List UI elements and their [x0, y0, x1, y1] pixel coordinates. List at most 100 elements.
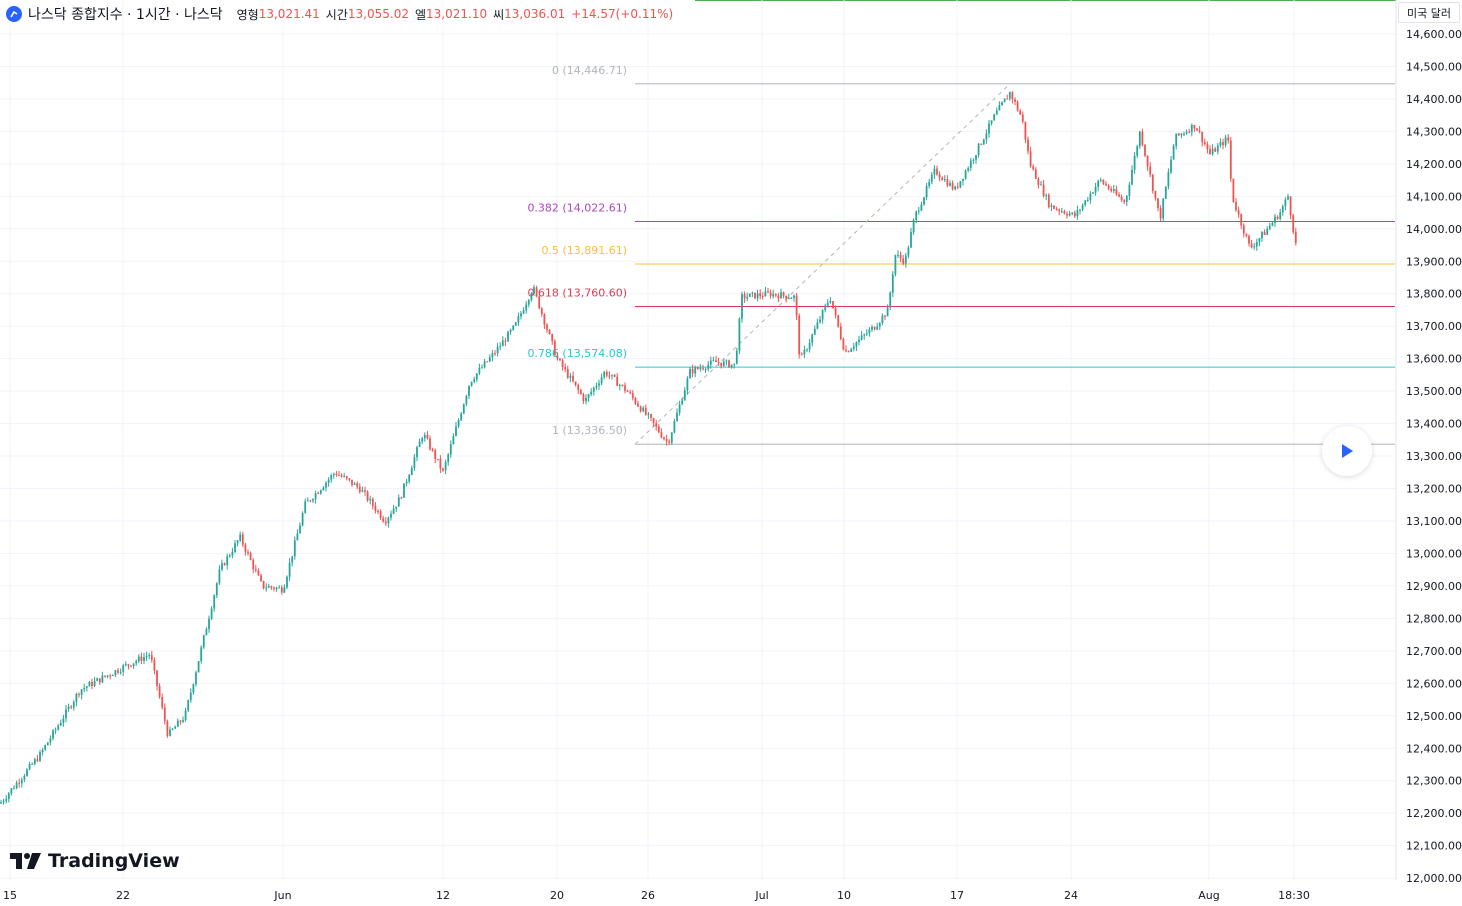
candle-body	[309, 500, 312, 502]
candle-body	[1055, 208, 1058, 210]
candle-body	[364, 490, 366, 492]
candle-body	[712, 360, 715, 362]
candle-body	[720, 362, 723, 366]
candle-body	[1001, 102, 1003, 106]
candle-body	[535, 287, 538, 297]
y-tick-label: 12,200.00	[1406, 807, 1462, 820]
candle-body	[156, 670, 158, 687]
candle-body	[1237, 210, 1240, 215]
candle-body	[902, 258, 905, 264]
candle-body	[444, 462, 447, 471]
candle-body	[312, 499, 314, 501]
fib-level-label: 0.786 (13,574.08)	[527, 347, 627, 360]
candle-body	[330, 475, 333, 480]
candle-body	[293, 540, 296, 557]
candle-body	[780, 292, 782, 299]
candle-body	[613, 374, 616, 377]
candle-body	[1063, 211, 1066, 214]
candle-body	[639, 406, 642, 412]
candle-body	[847, 351, 850, 353]
candle-body	[1216, 145, 1219, 152]
candle-body	[1222, 142, 1224, 146]
candle-body	[130, 665, 132, 667]
candle-body	[977, 143, 980, 156]
candle-body	[644, 407, 647, 415]
candle-body	[1227, 137, 1230, 141]
y-tick-label: 13,100.00	[1406, 515, 1462, 528]
tradingview-logo[interactable]: TradingView	[10, 850, 180, 872]
candle-body	[803, 349, 806, 355]
candle-body	[756, 293, 759, 299]
candle-body	[213, 595, 216, 609]
candle-body	[390, 513, 392, 518]
open-label: 영형	[236, 7, 259, 22]
candle-body	[418, 441, 421, 448]
price-axis: 14,600.00 14,500.00 14,400.00 14,300.00 14,2…	[1395, 0, 1462, 885]
candle-body	[860, 335, 863, 340]
y-tick-label: 13,800.00	[1406, 288, 1462, 301]
candle-body	[200, 647, 203, 662]
candle-body	[65, 709, 67, 719]
candle-body	[332, 473, 335, 476]
candle-body	[340, 475, 343, 477]
symbol-title[interactable]: 나스닥 종합지수 · 1시간 · 나스닥	[28, 7, 223, 23]
candle-body	[1003, 98, 1006, 103]
fib-level-label: 0.618 (13,760.60)	[527, 287, 627, 300]
candle-body	[429, 438, 431, 450]
candle-body	[189, 692, 192, 701]
candle-body	[291, 556, 294, 563]
candle-body	[691, 368, 694, 374]
candle-body	[637, 403, 639, 407]
candle-body	[1068, 213, 1071, 216]
candle-body	[1029, 151, 1032, 167]
currency-button[interactable]: 미국 달러	[1398, 2, 1460, 23]
candle-body	[920, 204, 923, 211]
scroll-to-realtime-button[interactable]	[1322, 426, 1372, 476]
chart-grid	[0, 0, 1396, 880]
candle-body	[314, 493, 317, 500]
candle-body	[1276, 216, 1279, 220]
x-tick-label: 20	[550, 889, 564, 902]
candle-body	[410, 467, 413, 476]
candle-body	[538, 296, 541, 309]
candle-body	[1289, 196, 1292, 216]
candle-body	[319, 490, 322, 494]
candle-body	[683, 390, 686, 401]
candle-body	[507, 331, 509, 342]
candle-body	[1196, 128, 1198, 131]
candle-body	[1170, 159, 1172, 173]
x-tick-label: 15	[3, 889, 17, 902]
candle-body	[1042, 184, 1045, 196]
candle-body	[192, 684, 195, 693]
candle-body	[1008, 92, 1011, 99]
candle-body	[85, 686, 88, 688]
candle-body	[993, 114, 996, 121]
candle-body	[343, 476, 346, 478]
candle-body	[78, 693, 80, 695]
candle-body	[717, 362, 720, 364]
candle-body	[1255, 242, 1258, 247]
candle-body	[1172, 145, 1175, 160]
candle-body	[904, 255, 907, 264]
candle-body	[587, 394, 590, 398]
candle-body	[195, 672, 197, 685]
candle-body	[595, 385, 598, 388]
candle-body	[559, 358, 561, 361]
candle-body	[153, 660, 156, 671]
candle-body	[585, 397, 587, 402]
candle-body	[793, 295, 795, 298]
candle-body	[930, 174, 933, 182]
candle-body	[197, 661, 200, 673]
candle-body	[455, 426, 457, 436]
candle-body	[1268, 225, 1271, 229]
y-tick-label: 14,400.00	[1406, 93, 1462, 106]
candle-body	[777, 295, 780, 299]
candle-body	[530, 293, 533, 300]
candle-body	[348, 478, 351, 480]
candle-body	[127, 664, 130, 666]
candle-body	[1037, 178, 1040, 185]
candle-body	[358, 486, 361, 492]
candle-body	[117, 670, 119, 673]
candle-body	[299, 525, 301, 534]
